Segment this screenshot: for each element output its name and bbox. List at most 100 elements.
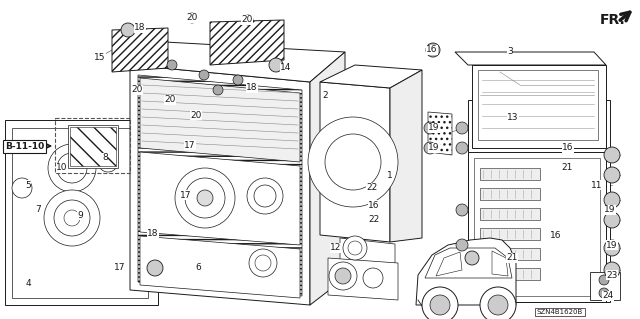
Text: 16: 16 [563,144,573,152]
Text: 5: 5 [25,181,31,189]
Circle shape [604,192,620,208]
Text: 23: 23 [606,271,618,279]
Polygon shape [138,75,302,296]
Circle shape [54,200,90,236]
Polygon shape [590,272,620,300]
Circle shape [44,190,100,246]
Polygon shape [320,65,422,88]
Text: 16: 16 [426,46,438,55]
Circle shape [48,144,96,192]
Circle shape [424,142,436,154]
Bar [480,208,540,220]
Text: SZN4B1620B: SZN4B1620B [537,309,583,315]
Polygon shape [340,238,395,265]
Text: 11: 11 [591,181,603,189]
Circle shape [456,239,468,251]
Polygon shape [140,236,300,298]
Circle shape [604,167,620,183]
Text: 19: 19 [604,205,616,214]
Polygon shape [210,20,284,65]
Circle shape [269,58,283,72]
Circle shape [604,212,620,228]
Text: 17: 17 [180,190,192,199]
Circle shape [430,295,450,315]
Text: 4: 4 [25,278,31,287]
Polygon shape [320,82,390,242]
Circle shape [488,295,508,315]
Polygon shape [468,152,606,302]
Circle shape [335,268,351,284]
Polygon shape [468,100,610,302]
Text: 17: 17 [184,140,196,150]
Circle shape [343,236,367,260]
Circle shape [98,152,118,172]
Circle shape [456,204,468,216]
Circle shape [308,117,398,207]
Text: 18: 18 [147,228,159,238]
Text: 15: 15 [94,53,106,62]
Circle shape [465,251,479,265]
Text: 20: 20 [186,13,198,23]
Bar [480,228,540,240]
Text: 14: 14 [280,63,292,72]
Text: 3: 3 [507,48,513,56]
Circle shape [456,142,468,154]
Circle shape [199,70,209,80]
Polygon shape [474,158,600,296]
Polygon shape [68,125,118,168]
Circle shape [599,288,609,298]
Circle shape [480,287,516,319]
Polygon shape [492,251,508,276]
Polygon shape [5,120,158,305]
Text: 22: 22 [366,183,378,192]
Text: 9: 9 [77,211,83,219]
Circle shape [422,287,458,319]
Polygon shape [130,42,345,82]
Circle shape [426,43,440,57]
Text: 21: 21 [561,164,573,173]
Circle shape [187,13,197,23]
Circle shape [64,210,80,226]
Text: 1: 1 [387,170,393,180]
Circle shape [599,275,609,285]
Polygon shape [140,78,300,162]
Text: 19: 19 [428,123,440,132]
Circle shape [348,241,362,255]
Text: 10: 10 [56,164,68,173]
Polygon shape [455,52,606,65]
Polygon shape [416,238,516,305]
Text: 20: 20 [241,16,253,25]
Polygon shape [140,152,300,245]
Text: 21: 21 [506,254,518,263]
Text: 17: 17 [115,263,125,272]
Circle shape [243,15,253,25]
Circle shape [102,156,114,168]
Text: FR.: FR. [600,13,626,27]
Text: 7: 7 [35,205,41,214]
Bar [55,118,130,173]
Circle shape [12,178,32,198]
Circle shape [233,75,243,85]
Text: 20: 20 [131,85,143,94]
Circle shape [167,60,177,70]
Circle shape [197,190,213,206]
Bar [480,168,540,180]
Circle shape [604,147,620,163]
Text: 19: 19 [428,144,440,152]
Text: 13: 13 [508,114,519,122]
Polygon shape [70,127,116,166]
Circle shape [247,178,283,214]
Polygon shape [12,128,148,298]
Circle shape [57,153,87,183]
Polygon shape [436,252,462,276]
Text: 8: 8 [102,153,108,162]
Circle shape [363,268,383,288]
Circle shape [254,185,276,207]
Polygon shape [478,70,598,140]
Bar [480,188,540,200]
Text: B-11-10: B-11-10 [5,142,44,151]
Circle shape [185,178,225,218]
Bar [480,248,540,260]
Circle shape [249,249,277,277]
Text: 22: 22 [369,216,380,225]
